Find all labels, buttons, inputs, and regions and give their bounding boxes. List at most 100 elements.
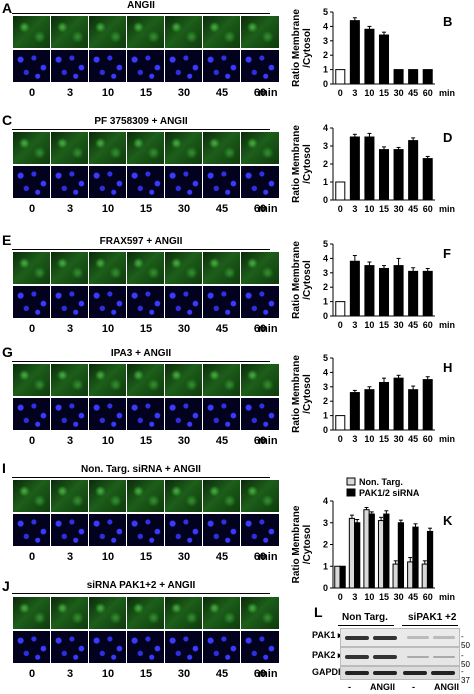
bar <box>393 377 404 431</box>
bar <box>349 260 360 317</box>
wb-row-label-pak2: PAK2 ▸ <box>312 650 343 660</box>
bar <box>408 389 419 431</box>
green-fluorescence-image <box>202 596 242 630</box>
time-label: 45 <box>215 435 229 447</box>
x-tick-label: 45 <box>408 204 418 214</box>
blue-nuclei-image <box>50 397 90 431</box>
panel-title-e: FRAX597 + ANGII <box>99 236 183 247</box>
x-tick-label: 10 <box>364 592 374 602</box>
x-tick-label: 10 <box>364 434 374 444</box>
green-fluorescence-image <box>50 131 90 165</box>
time-label: 0 <box>28 203 36 215</box>
x-tick-label: 10 <box>364 204 374 214</box>
blue-nuclei-image <box>164 285 204 319</box>
green-fluorescence-image <box>50 596 90 630</box>
blue-nuclei-image <box>202 630 242 664</box>
blue-nuclei-image <box>88 397 128 431</box>
x-tick-label: 30 <box>394 592 404 602</box>
x-tick-label: 3 <box>352 592 357 602</box>
x-tick-label: 60 <box>423 88 433 98</box>
panel-title-c: PF 3758309 + ANGII <box>94 116 188 127</box>
bar <box>377 520 385 589</box>
bar <box>368 513 375 589</box>
wb-mw-37: - 37 <box>461 667 470 685</box>
wb-strip-pak2 <box>340 647 460 666</box>
green-fluorescence-image <box>240 15 280 49</box>
legend-swatch <box>346 488 356 497</box>
x-tick-label: 30 <box>394 320 404 330</box>
time-label: 45 <box>215 668 229 680</box>
time-label: 10 <box>101 203 115 215</box>
y-axis-label: Ratio Membrane/Cytosol <box>291 355 313 433</box>
bar <box>364 265 375 317</box>
green-fluorescence-image <box>88 251 128 285</box>
bar <box>383 513 390 589</box>
x-tick-label: 3 <box>352 204 357 214</box>
time-label: 15 <box>139 87 153 99</box>
x-unit-label: min <box>439 592 455 602</box>
bar <box>348 517 356 589</box>
y-tick-label: 3 <box>323 268 328 278</box>
x-tick-label: 15 <box>379 320 389 330</box>
time-label: 0 <box>28 551 36 563</box>
bar <box>364 136 375 201</box>
bar <box>364 389 375 431</box>
panel-letter: D <box>443 130 452 145</box>
blue-nuclei-image <box>88 49 128 83</box>
green-fluorescence-image <box>164 251 204 285</box>
y-tick-label: 3 <box>323 382 328 392</box>
green-fluorescence-image <box>126 596 166 630</box>
y-tick-label: 3 <box>323 141 328 151</box>
blue-nuclei-image <box>240 630 280 664</box>
y-tick-label: 2 <box>323 50 328 60</box>
green-fluorescence-image <box>202 363 242 397</box>
wb-lane-label: - <box>412 682 415 692</box>
bar <box>335 69 346 85</box>
blue-nuclei-image <box>164 49 204 83</box>
time-label: 30 <box>177 668 191 680</box>
blue-nuclei-image <box>164 165 204 199</box>
y-tick-label: 2 <box>323 396 328 406</box>
blue-nuclei-image <box>88 285 128 319</box>
green-fluorescence-image <box>164 479 204 513</box>
time-label: 10 <box>101 87 115 99</box>
y-tick-label: 5 <box>323 7 328 17</box>
green-fluorescence-image <box>12 131 52 165</box>
green-fluorescence-image <box>88 131 128 165</box>
wb-group-line <box>338 625 394 626</box>
time-label: 45 <box>215 87 229 99</box>
y-tick-label: 1 <box>323 65 328 75</box>
green-fluorescence-image <box>88 596 128 630</box>
time-label: 3 <box>66 203 74 215</box>
time-label: 30 <box>177 87 191 99</box>
y-axis-label: Ratio Membrane/Cytosol <box>291 125 313 203</box>
blue-nuclei-image <box>126 285 166 319</box>
green-fluorescence-image <box>50 251 90 285</box>
bar <box>363 509 370 589</box>
time-label: 3 <box>66 668 74 680</box>
y-tick-label: 1 <box>323 297 328 307</box>
blue-nuclei-image <box>50 513 90 547</box>
green-fluorescence-image <box>126 479 166 513</box>
wb-lane-label: ANGII <box>434 682 460 692</box>
bar <box>364 28 375 85</box>
y-tick-label: 0 <box>323 311 328 321</box>
green-fluorescence-image <box>202 15 242 49</box>
time-label: 10 <box>101 323 115 335</box>
x-tick-label: 3 <box>352 320 357 330</box>
min-unit-label: min <box>258 435 278 447</box>
time-label: 30 <box>177 551 191 563</box>
panel-title-g: IPA3 + ANGII <box>110 348 172 359</box>
min-unit-label: min <box>258 551 278 563</box>
panel-title-i: Non. Targ. siRNA + ANGII <box>81 464 201 475</box>
bar <box>335 181 346 201</box>
x-unit-label: min <box>439 320 455 330</box>
x-unit-label: min <box>439 204 455 214</box>
y-axis-label: Ratio Membrane/Cytosol <box>291 9 313 87</box>
min-unit-label: min <box>258 203 278 215</box>
y-tick-label: 0 <box>323 79 328 89</box>
panel-letter-g: G <box>2 344 13 360</box>
bar <box>378 381 390 431</box>
bar <box>392 563 399 589</box>
blue-nuclei-image <box>12 513 52 547</box>
